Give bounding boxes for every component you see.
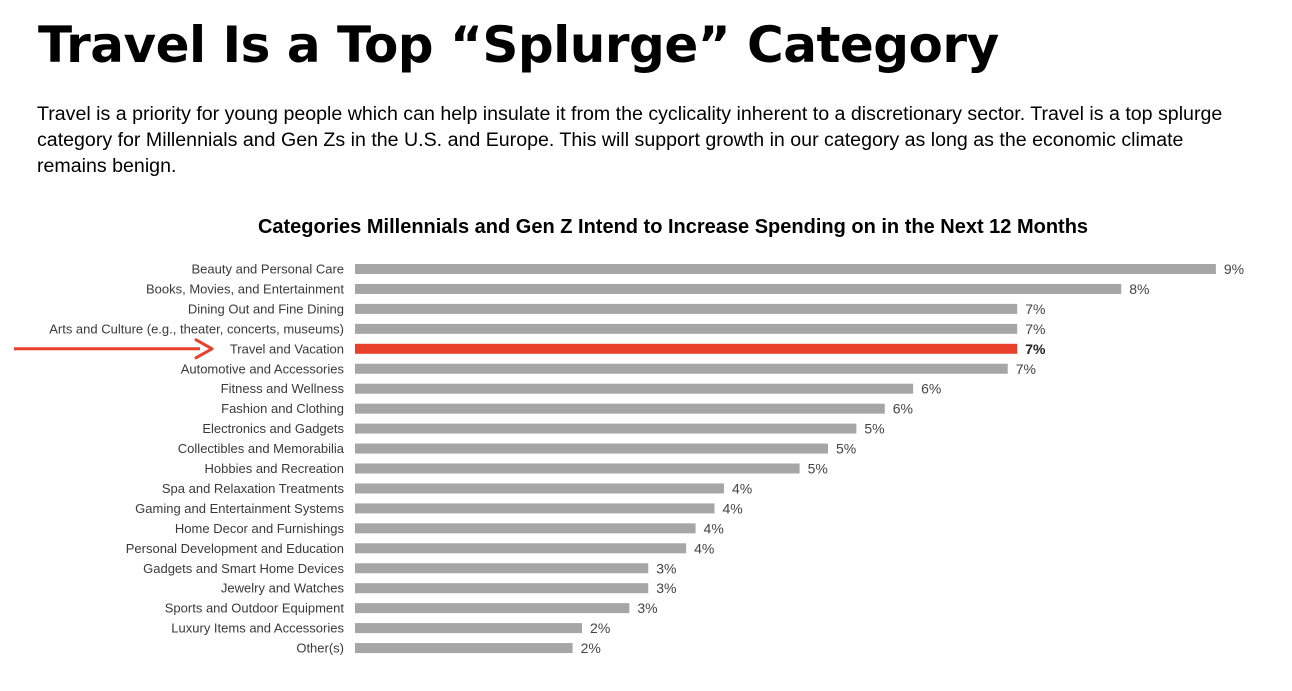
bar-12 xyxy=(355,503,715,514)
bar-16 xyxy=(355,583,649,594)
highlight-arrow-icon xyxy=(14,338,214,360)
bar-14 xyxy=(355,543,687,554)
category-label: Dining Out and Fine Dining xyxy=(188,301,344,316)
category-label: Other(s) xyxy=(296,641,344,656)
category-label: Fitness and Wellness xyxy=(221,381,345,396)
arrow-head xyxy=(194,338,214,360)
category-label: Travel and Vacation xyxy=(230,341,344,356)
bar-10 xyxy=(355,463,800,474)
category-label: Personal Development and Education xyxy=(126,541,344,556)
category-label: Automotive and Accessories xyxy=(181,361,345,376)
data-label: 7% xyxy=(1025,341,1046,357)
bar-18 xyxy=(355,623,583,634)
data-label: 6% xyxy=(893,401,913,417)
bar-11 xyxy=(355,483,724,494)
category-label: Arts and Culture (e.g., theater, concert… xyxy=(49,321,344,336)
page-title: Travel Is a Top “Splurge” Category xyxy=(38,16,999,74)
data-label: 2% xyxy=(581,640,601,656)
bar-0 xyxy=(355,264,1216,274)
data-label: 3% xyxy=(637,600,657,616)
bar-5 xyxy=(355,363,1008,374)
bar-1 xyxy=(355,283,1122,294)
category-label: Fashion and Clothing xyxy=(221,401,344,416)
data-label: 3% xyxy=(656,580,676,596)
bar-4 xyxy=(355,343,1018,354)
category-label: Spa and Relaxation Treatments xyxy=(162,481,345,496)
chart-title: Categories Millennials and Gen Z Intend … xyxy=(257,216,1089,238)
bar-7 xyxy=(355,403,885,414)
bar-3 xyxy=(355,323,1018,334)
data-label: 7% xyxy=(1025,321,1045,337)
data-label: 4% xyxy=(704,520,724,536)
category-label: Gaming and Entertainment Systems xyxy=(135,501,344,516)
data-label: 5% xyxy=(836,441,856,457)
category-label: Books, Movies, and Entertainment xyxy=(146,281,344,296)
data-label: 6% xyxy=(921,381,941,397)
bar-13 xyxy=(355,523,696,534)
category-label: Gadgets and Smart Home Devices xyxy=(143,561,344,576)
category-label: Collectibles and Memorabilia xyxy=(178,441,345,456)
data-label: 5% xyxy=(864,421,884,437)
bar-8 xyxy=(355,423,857,434)
bars-layer xyxy=(355,264,1216,654)
category-label: Jewelry and Watches xyxy=(221,581,345,596)
data-label: 9% xyxy=(1224,261,1244,277)
data-label: 7% xyxy=(1016,361,1036,377)
data-label: 4% xyxy=(732,480,752,496)
bar-9 xyxy=(355,443,828,454)
category-labels: Beauty and Personal Care Books, Movies, a… xyxy=(49,262,345,656)
category-label: Home Decor and Furnishings xyxy=(175,521,345,536)
category-label: Beauty and Personal Care xyxy=(192,262,344,277)
bar-2 xyxy=(355,303,1018,314)
intro-paragraph: Travel is a priority for young people wh… xyxy=(37,103,1223,177)
category-label: Sports and Outdoor Equipment xyxy=(165,601,345,616)
category-label: Luxury Items and Accessories xyxy=(171,621,344,636)
bar-6 xyxy=(355,383,914,394)
data-label: 3% xyxy=(656,560,676,576)
data-label: 2% xyxy=(590,620,610,636)
data-label: 4% xyxy=(694,540,714,556)
bar-17 xyxy=(355,603,630,614)
data-label: 8% xyxy=(1129,281,1149,297)
bar-15 xyxy=(355,563,649,574)
data-label: 5% xyxy=(808,461,828,477)
value-labels: 9% 8% 7% 7% 7% 7% 6% 6% 5% 5% 5% 4% 4% 4% 4% 3% 3% 3% 2% 2% xyxy=(581,261,1245,656)
bar-19 xyxy=(355,643,573,654)
data-label: 4% xyxy=(722,500,742,516)
category-label: Hobbies and Recreation xyxy=(205,461,344,476)
data-label: 7% xyxy=(1025,301,1045,317)
category-label: Electronics and Gadgets xyxy=(202,421,344,436)
